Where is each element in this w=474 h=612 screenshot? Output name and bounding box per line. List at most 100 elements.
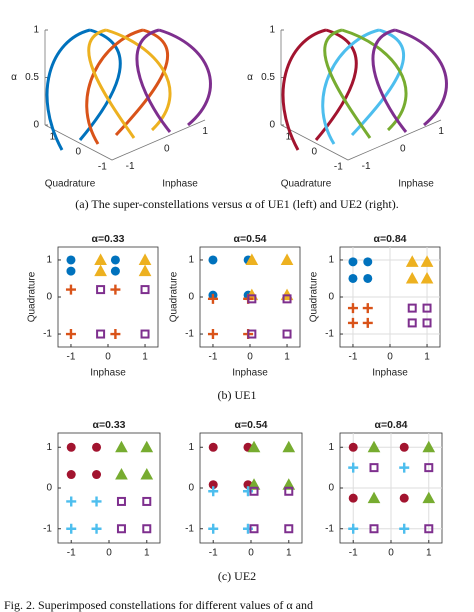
point <box>207 293 218 304</box>
z-tick-label: 0 <box>269 120 275 131</box>
z-axis-label: α <box>247 72 253 83</box>
figure-caption: Fig. 2. Superimposed constellations for … <box>4 598 313 612</box>
point <box>282 329 292 339</box>
x-tick-label: 0 <box>248 548 254 559</box>
floor-edge <box>44 119 206 161</box>
point <box>399 442 409 452</box>
y-tick-label: -1 <box>185 523 194 534</box>
point <box>245 253 259 265</box>
point <box>66 470 76 480</box>
y-tick-label: 1 <box>46 255 52 266</box>
y-tick-label: 1 <box>46 442 52 453</box>
point <box>138 264 152 277</box>
x-tick-label: 0 <box>164 144 170 155</box>
floor-edge <box>280 119 442 161</box>
point <box>422 491 436 504</box>
x-tick-label: 0 <box>247 352 253 363</box>
point <box>282 440 296 453</box>
point <box>247 329 257 339</box>
point <box>347 317 358 328</box>
x-tick-label: -1 <box>67 352 76 363</box>
x-tick-label: 1 <box>144 548 150 559</box>
point <box>140 329 150 339</box>
point <box>422 440 436 453</box>
x-tick-label: 0 <box>387 352 393 363</box>
z-axis-label: α <box>11 72 17 83</box>
plot-title: α=0.84 <box>374 419 407 431</box>
z-tick-label: 1 <box>269 25 275 36</box>
point <box>110 284 121 295</box>
point <box>94 253 107 265</box>
y-tick-label: 0 <box>46 483 52 494</box>
caption-c: (c) UE2 <box>218 569 256 583</box>
y-tick-label: 0 <box>328 292 334 303</box>
point <box>280 253 294 265</box>
plot-title: α=0.54 <box>233 233 266 245</box>
x-tick-label: -1 <box>67 548 76 559</box>
plot-title: α=0.33 <box>91 233 124 245</box>
y-tick-label: 0 <box>75 147 81 158</box>
point <box>140 440 154 453</box>
x-tick-label: 0 <box>105 352 111 363</box>
y-tick-label: 1 <box>328 442 334 453</box>
point <box>110 266 120 276</box>
z-tick-label: 1 <box>33 25 39 36</box>
caption-b: (b) UE1 <box>218 388 257 402</box>
point <box>369 463 379 473</box>
trajectory <box>323 28 372 139</box>
x-axis-label: Inphase <box>372 368 408 379</box>
point <box>138 253 152 265</box>
y-tick-label: 0 <box>46 292 52 303</box>
x-tick-label: 0 <box>106 548 112 559</box>
point <box>422 318 432 328</box>
point <box>66 523 77 534</box>
y-axis-label: Quadrature <box>309 271 320 322</box>
point <box>407 318 417 328</box>
point <box>92 470 102 480</box>
point <box>94 264 107 277</box>
point <box>282 478 296 490</box>
x-tick-label: 1 <box>202 126 208 137</box>
x-tick-label: 1 <box>284 352 290 363</box>
x-tick-label: 1 <box>424 352 430 363</box>
x-tick-label: 1 <box>286 548 292 559</box>
point <box>348 523 359 534</box>
point <box>91 523 102 534</box>
trajectory <box>135 28 172 133</box>
y-tick-label: 1 <box>328 255 334 266</box>
x-tick-label: 1 <box>438 126 444 137</box>
point <box>110 329 121 340</box>
point <box>140 468 154 480</box>
point <box>347 303 358 314</box>
y-tick-label: 0 <box>311 147 317 158</box>
plot-title: α=0.54 <box>234 419 267 431</box>
point <box>348 273 358 283</box>
point <box>363 257 373 267</box>
point <box>142 496 152 506</box>
plot-title: α=0.33 <box>92 419 125 431</box>
y-tick-label: 1 <box>286 132 292 143</box>
point <box>96 285 106 295</box>
x-axis-label: Inphase <box>398 179 434 190</box>
trajectory <box>341 28 408 132</box>
trajectory <box>87 28 136 139</box>
point <box>249 524 259 534</box>
point <box>348 462 359 473</box>
trajectory <box>281 28 327 151</box>
point <box>348 442 358 452</box>
point <box>284 524 294 534</box>
point <box>66 255 76 265</box>
point <box>399 493 409 503</box>
z-tick-label: 0 <box>33 120 39 131</box>
point <box>66 442 76 452</box>
z-tick-label: 0.5 <box>25 72 39 83</box>
point <box>407 303 417 313</box>
point <box>207 329 218 340</box>
point <box>362 303 373 314</box>
point <box>247 294 257 304</box>
y-axis-label: Quadrature <box>27 271 38 322</box>
point <box>282 294 292 304</box>
y-tick-label: 1 <box>188 255 194 266</box>
trajectory <box>314 28 358 141</box>
point <box>208 480 218 490</box>
